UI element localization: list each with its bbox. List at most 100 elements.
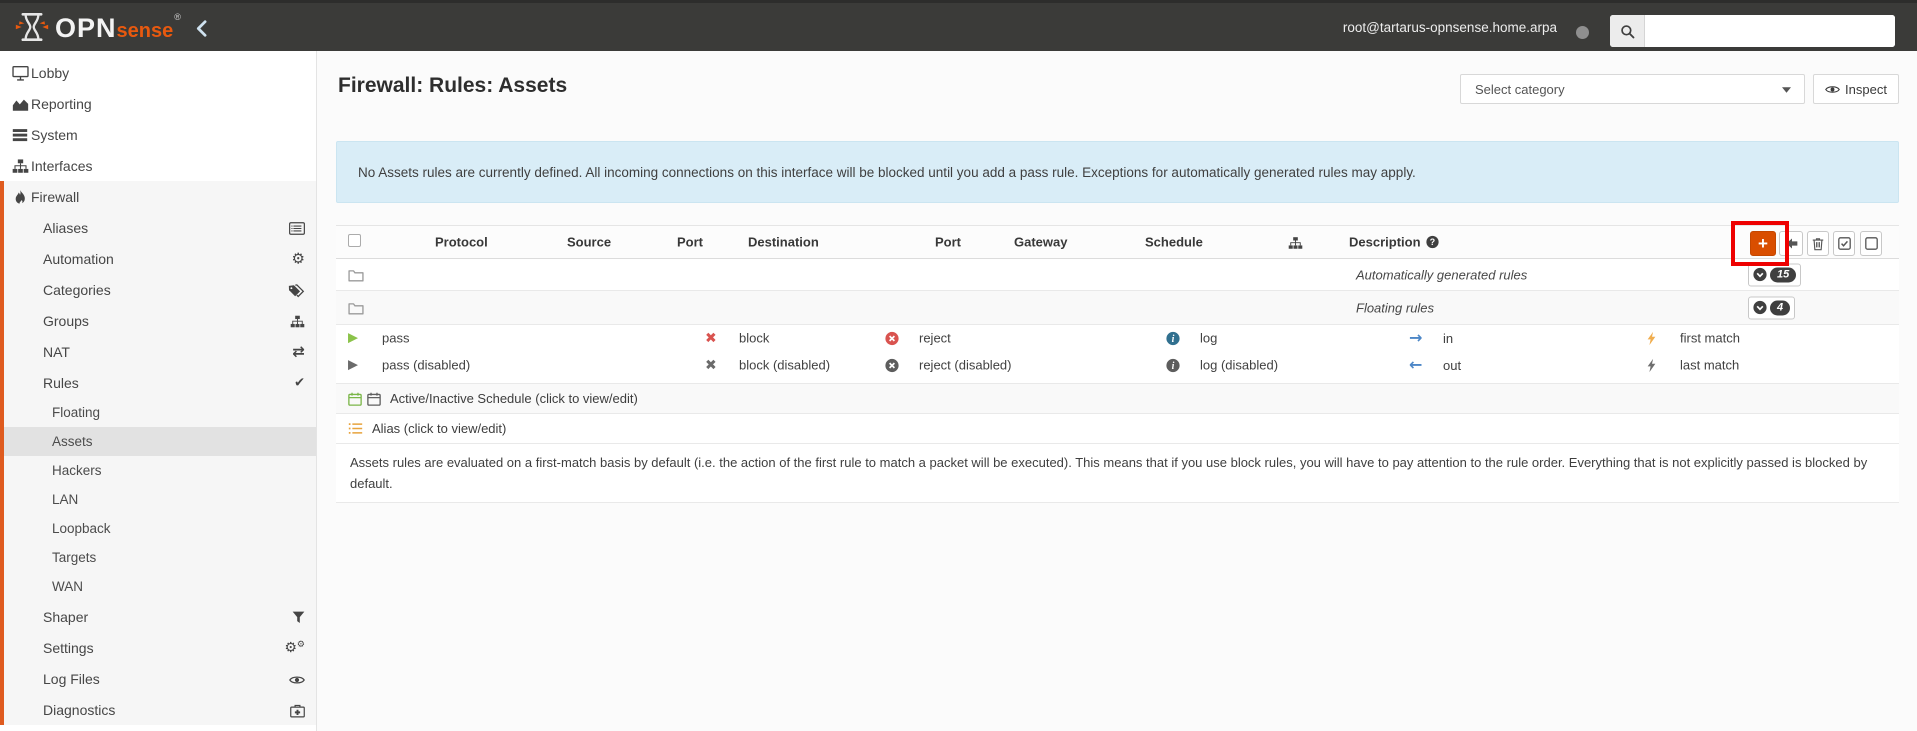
desktop-icon bbox=[9, 64, 31, 81]
col-gateway: Gateway bbox=[1014, 234, 1068, 250]
inspect-button-label: Inspect bbox=[1845, 81, 1887, 97]
sidebar-item-label: Reporting bbox=[31, 95, 92, 112]
legend-reject: reject bbox=[885, 331, 951, 346]
sidebar-item-label: Diagnostics bbox=[43, 701, 116, 718]
sidebar-item-shaper[interactable]: Shaper bbox=[0, 601, 316, 632]
sitemap-icon bbox=[9, 157, 31, 174]
list-alt-icon bbox=[289, 220, 305, 236]
schedule-note-row[interactable]: Active/Inactive Schedule (click to view/… bbox=[336, 384, 1899, 414]
help-icon[interactable] bbox=[1426, 236, 1439, 249]
move-selected-button[interactable] bbox=[1779, 231, 1803, 256]
sidebar-item-label: Groups bbox=[43, 312, 89, 329]
expand-group-button[interactable]: 4 bbox=[1748, 296, 1796, 319]
enable-selected-button[interactable] bbox=[1833, 231, 1855, 256]
brand-opn: OPN bbox=[55, 13, 117, 43]
inspect-button[interactable]: Inspect bbox=[1813, 74, 1899, 104]
sidebar-item-groups[interactable]: Groups bbox=[0, 305, 316, 336]
sidebar-item-floating[interactable]: Floating bbox=[0, 398, 316, 427]
sidebar-item-system[interactable]: System bbox=[0, 119, 316, 150]
sidebar-item-label: Rules bbox=[43, 374, 79, 391]
bolt-icon bbox=[1646, 358, 1668, 372]
circle-chevron-down-icon bbox=[1753, 301, 1767, 315]
legend-out: ← out bbox=[1409, 355, 1462, 374]
col-description: Description bbox=[1349, 235, 1439, 250]
category-select-value: Select category bbox=[1475, 81, 1565, 97]
sidebar-item-diagnostics[interactable]: Diagnostics bbox=[0, 694, 316, 725]
evaluation-note-row: Assets rules are evaluated on a first-ma… bbox=[336, 444, 1899, 503]
circle-x-icon bbox=[885, 331, 907, 345]
sidebar-item-categories[interactable]: Categories bbox=[0, 274, 316, 305]
sidebar-item-targets[interactable]: Targets bbox=[0, 543, 316, 572]
sidebar-item-label: Firewall bbox=[31, 188, 80, 205]
sidebar-item-label: LAN bbox=[52, 492, 79, 507]
sidebar-item-lobby[interactable]: Lobby bbox=[0, 57, 316, 88]
sidebar-item-label: Automation bbox=[43, 250, 114, 267]
sidebar-item-label: Aliases bbox=[43, 219, 89, 236]
sidebar-item-loopback[interactable]: Loopback bbox=[0, 514, 316, 543]
sidebar-item-firewall[interactable]: Firewall bbox=[0, 181, 316, 212]
area-chart-icon bbox=[9, 95, 31, 112]
rule-count-badge: 4 bbox=[1770, 300, 1791, 315]
logged-in-user: root@tartarus-opnsense.home.arpa bbox=[1342, 20, 1557, 35]
legend-first-match: first match bbox=[1646, 331, 1740, 346]
rules-table: Protocol Source Port Destination Port Ga… bbox=[336, 221, 1899, 503]
sidebar-item-automation[interactable]: Automation ⚙ bbox=[0, 243, 316, 274]
checked-square-icon bbox=[1838, 237, 1851, 250]
evaluation-note-text: Assets rules are evaluated on a first-ma… bbox=[350, 455, 1868, 491]
sidebar-item-rules[interactable]: Rules ✔ bbox=[0, 367, 316, 398]
times-icon: ✖ bbox=[705, 357, 717, 373]
category-select[interactable]: Select category bbox=[1460, 74, 1805, 104]
alias-note-row[interactable]: Alias (click to view/edit) bbox=[336, 414, 1899, 444]
folder-icon[interactable] bbox=[348, 267, 364, 283]
sidebar-item-wan[interactable]: WAN bbox=[0, 572, 316, 601]
folder-icon[interactable] bbox=[348, 300, 364, 316]
alias-list-icon bbox=[348, 422, 363, 435]
search-icon[interactable] bbox=[1610, 15, 1645, 47]
sidebar-group-firewall: Firewall Aliases Automation ⚙ Categories … bbox=[0, 181, 316, 725]
sidebar-item-hackers[interactable]: Hackers bbox=[0, 456, 316, 485]
sidebar-item-aliases[interactable]: Aliases bbox=[0, 212, 316, 243]
legend-pass: ▶ pass bbox=[348, 330, 410, 346]
legend-row: ▶ pass ✖ block reject log → in first match … bbox=[336, 325, 1899, 384]
eye-icon bbox=[1825, 84, 1840, 95]
sidebar-item-label: Shaper bbox=[43, 608, 89, 625]
search-input[interactable] bbox=[1645, 15, 1895, 47]
gear-icon: ⚙ bbox=[291, 249, 305, 267]
select-all-checkbox[interactable] bbox=[348, 234, 361, 250]
sidebar-item-lan[interactable]: LAN bbox=[0, 485, 316, 514]
delete-selected-button[interactable] bbox=[1807, 231, 1829, 256]
legend-log: log bbox=[1166, 331, 1217, 346]
sidebar-item-label: Interfaces bbox=[31, 157, 93, 174]
chevron-left-icon bbox=[196, 20, 207, 37]
sidebar-item-assets[interactable]: Assets bbox=[0, 427, 316, 456]
sidebar-item-label: Assets bbox=[52, 434, 93, 449]
brand-sense: sense bbox=[116, 20, 174, 42]
legend-block-disabled: ✖ block (disabled) bbox=[705, 357, 831, 373]
opnsense-logo[interactable]: OPN sense ® bbox=[14, 12, 181, 42]
col-source: Source bbox=[567, 234, 612, 250]
legend-pass-disabled: ▶ pass (disabled) bbox=[348, 357, 471, 373]
sidebar-item-settings[interactable]: Settings ⚙⚙ bbox=[0, 632, 316, 663]
times-icon: ✖ bbox=[705, 330, 717, 346]
rule-group-row: Floating rules 4 bbox=[336, 291, 1899, 325]
sidebar-item-log-files[interactable]: Log Files bbox=[0, 663, 316, 694]
add-rule-button[interactable]: + bbox=[1750, 231, 1776, 256]
alias-note-text: Alias (click to view/edit) bbox=[372, 421, 507, 436]
sidebar-item-label: WAN bbox=[52, 579, 83, 594]
sidebar-item-interfaces[interactable]: Interfaces bbox=[0, 150, 316, 181]
calendar-inactive-icon bbox=[367, 392, 381, 406]
expand-group-button[interactable]: 15 bbox=[1748, 263, 1802, 286]
tags-icon bbox=[288, 281, 305, 297]
sidebar-item-label: Settings bbox=[43, 639, 94, 656]
sidebar-item-nat[interactable]: NAT ⇄ bbox=[0, 336, 316, 367]
play-icon: ▶ bbox=[348, 330, 358, 346]
sidebar-item-reporting[interactable]: Reporting bbox=[0, 88, 316, 119]
sidebar-collapse-button[interactable] bbox=[196, 20, 207, 38]
calendar-active-icon bbox=[348, 392, 362, 406]
tree-view-icon[interactable] bbox=[1288, 234, 1303, 249]
top-bar: OPN sense ® root@tartarus-opnsense.home.ar… bbox=[0, 0, 1917, 51]
disable-selected-button[interactable] bbox=[1860, 231, 1882, 256]
circle-chevron-down-icon bbox=[1753, 268, 1767, 282]
eye-icon bbox=[289, 671, 305, 687]
